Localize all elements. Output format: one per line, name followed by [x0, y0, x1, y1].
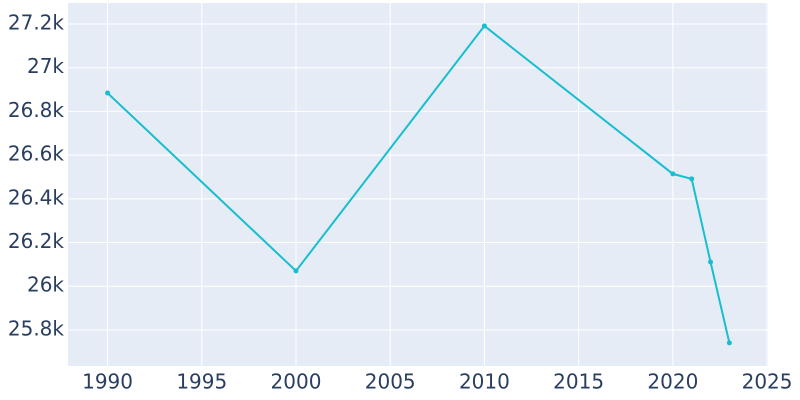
- x-tick-label: 1995: [176, 370, 227, 394]
- data-point: [726, 340, 732, 346]
- y-tick-label: 26.8k: [8, 98, 65, 122]
- plot-area: [68, 3, 768, 366]
- x-tick-label: 2020: [647, 370, 698, 394]
- data-point: [689, 176, 695, 182]
- x-tick-label: 2010: [459, 370, 510, 394]
- y-tick-label: 26.6k: [8, 142, 65, 166]
- data-point: [708, 259, 714, 265]
- y-tick-label: 25.8k: [8, 316, 65, 340]
- data-point: [105, 90, 111, 96]
- data-point: [670, 171, 676, 177]
- data-point: [481, 23, 487, 29]
- y-tick-label: 27.2k: [8, 10, 65, 34]
- x-tick-label: 2025: [742, 370, 793, 394]
- data-point: [293, 268, 299, 274]
- y-tick-label: 26k: [27, 273, 64, 297]
- x-tick-label: 2015: [553, 370, 604, 394]
- y-tick-label: 26.2k: [8, 229, 65, 253]
- x-tick-label: 1990: [82, 370, 133, 394]
- x-tick-label: 2005: [365, 370, 416, 394]
- y-tick-label: 26.4k: [8, 185, 65, 209]
- x-tick-label: 2000: [271, 370, 322, 394]
- y-tick-label: 27k: [27, 54, 64, 78]
